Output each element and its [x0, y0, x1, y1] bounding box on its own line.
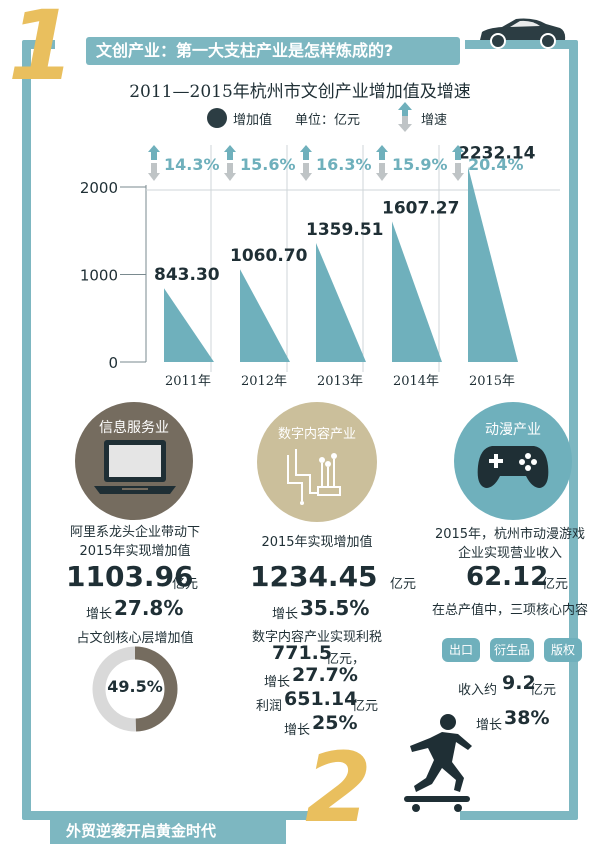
- growth-label: 15.9%: [392, 155, 448, 174]
- legend-value-label: 增加值: [233, 113, 273, 128]
- bar-value-label: 1607.27: [382, 198, 459, 218]
- animation-desc-line2: 企业实现营业收入: [457, 546, 562, 561]
- animation-desc-line1: 2015年，杭州市动漫游戏: [434, 527, 586, 542]
- growth-label: 15.6%: [240, 155, 296, 174]
- category-label: 2012年: [241, 374, 287, 389]
- pill-copyright: 版权: [544, 638, 582, 662]
- skateboarder-icon: [404, 714, 472, 812]
- info-share-label: 占文创核心层增加值: [76, 631, 194, 646]
- legend-value-swatch: [207, 108, 227, 128]
- animation-growth-prefix: 增长: [476, 718, 503, 733]
- bar-value-label: 843.30: [154, 265, 220, 285]
- info-growth: 27.8%: [114, 596, 184, 620]
- bar-value-label: 1359.51: [306, 220, 383, 240]
- growth-down-arrow: [376, 163, 388, 181]
- digital-tax-unit: 亿元，: [326, 652, 366, 667]
- animation-income-unit: 亿元: [530, 683, 557, 698]
- growth-label: 14.3%: [164, 155, 220, 174]
- growth-down-arrow: [300, 163, 312, 181]
- animation-income-value: 9.2: [502, 672, 536, 694]
- digital-profit-prefix: 利润: [256, 699, 283, 714]
- growth-up-arrow: [224, 145, 236, 160]
- info-desc-line1: 阿里系龙头企业带动下: [69, 525, 200, 540]
- animation-growth: 38%: [504, 707, 550, 729]
- circuit-icon: [287, 449, 341, 505]
- section-number-1: 1: [8, 0, 75, 102]
- category-label: 2015年: [469, 374, 515, 389]
- digital-growth: 35.5%: [300, 596, 370, 620]
- frame-gap-bottom: [310, 808, 460, 828]
- bar: [316, 243, 366, 362]
- info-share-donut: [92, 646, 178, 732]
- laptop-icon: [94, 440, 176, 494]
- animation-core-label: 在总产值中，三项核心内容: [431, 603, 588, 618]
- pill-derivatives: 衍生品: [490, 638, 534, 662]
- digital-growth-prefix: 增长: [272, 607, 299, 622]
- category-label: 2011年: [165, 374, 211, 389]
- bar-value-label: 2232.14: [458, 144, 536, 164]
- growth-label: 20.4%: [468, 155, 524, 174]
- chart-title: 2011—2015年杭州市文创产业增加值及增速: [129, 82, 471, 102]
- pill-export: 出口: [442, 638, 480, 662]
- growth-label: 16.3%: [316, 155, 372, 174]
- animation-unit: 亿元: [542, 577, 569, 592]
- category-label: 2013年: [317, 374, 363, 389]
- bar: [392, 221, 442, 362]
- info-unit: 亿元: [172, 577, 199, 592]
- gamepad-icon: [477, 446, 549, 488]
- digital-profit-growth-prefix: 增长: [284, 723, 311, 738]
- bar: [468, 166, 518, 362]
- digital-desc: 2015年实现增加值: [261, 535, 373, 550]
- bar: [164, 288, 214, 362]
- info-share-value: 49.5%: [107, 677, 163, 696]
- animation-income-prefix: 收入约: [458, 683, 498, 698]
- category-label: 2014年: [393, 374, 439, 389]
- growth-down-arrow: [224, 163, 236, 181]
- car-icon: [480, 18, 566, 49]
- digital-tax-value: 771.5: [272, 642, 333, 664]
- y-tick-label: 1000: [80, 267, 118, 285]
- digital-content-badge: [257, 402, 377, 522]
- legend-unit-label: 单位：亿元: [295, 113, 361, 128]
- animation-title: 动漫产业: [485, 422, 541, 438]
- y-tick-label: 0: [108, 354, 118, 372]
- digital-unit: 亿元: [390, 577, 417, 592]
- digital-content-title: 数字内容产业: [277, 427, 356, 442]
- legend-growth-arrows-icon: [398, 102, 412, 132]
- info-value: 1103.96: [66, 560, 194, 593]
- info-desc-line2: 2015年实现增加值: [79, 544, 191, 559]
- info-growth-prefix: 增长: [86, 607, 113, 622]
- growth-up-arrow: [376, 145, 388, 160]
- bar-chart: 0 1000 2000 843.30 2011年 14.3% 1060.70 2012年 15.…: [80, 144, 560, 389]
- section-1-title: 文创产业：第一大支柱产业是怎样炼成的?: [86, 37, 460, 65]
- bar-value-label: 1060.70: [230, 246, 308, 266]
- growth-down-arrow: [148, 163, 160, 181]
- bar: [240, 269, 290, 362]
- section-2-title: 外贸逆袭开启黄金时代: [50, 818, 286, 844]
- animation-value: 62.12: [466, 562, 549, 592]
- digital-tax-growth-prefix: 增长: [264, 675, 291, 690]
- growth-up-arrow: [452, 145, 464, 160]
- legend-growth-label: 增速: [421, 113, 448, 128]
- info-services-title: 信息服务业: [99, 420, 169, 436]
- section-number-2: 2: [305, 732, 372, 844]
- digital-profit-value: 651.14: [284, 688, 358, 710]
- y-tick-label: 2000: [80, 179, 118, 197]
- growth-down-arrow: [452, 163, 464, 181]
- digital-profit-growth: 25%: [312, 712, 358, 734]
- digital-tax-label: 数字内容产业实现利税: [251, 630, 382, 645]
- growth-up-arrow: [300, 145, 312, 160]
- digital-profit-unit: 亿元: [352, 699, 379, 714]
- digital-tax-growth: 27.7%: [292, 664, 358, 686]
- growth-up-arrow: [148, 145, 160, 160]
- digital-value: 1234.45: [250, 560, 378, 593]
